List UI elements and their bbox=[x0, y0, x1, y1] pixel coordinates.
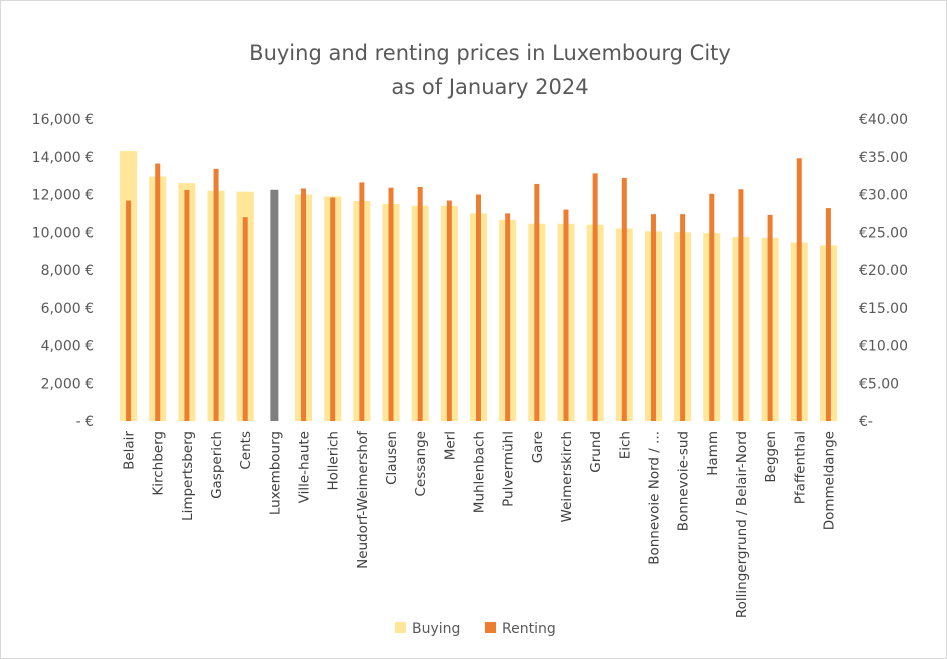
chart-title-line-2: as of January 2024 bbox=[391, 75, 588, 99]
category-label: Bonnevoie-sud bbox=[676, 431, 692, 531]
bar-renting bbox=[621, 177, 627, 421]
right-axis-tick-label: €35.00 bbox=[859, 150, 908, 166]
right-axis-tick-label: €30.00 bbox=[859, 188, 908, 204]
category-label: Kirchberg bbox=[151, 431, 167, 496]
right-axis-tick-label: €20.00 bbox=[859, 263, 908, 279]
category-label: Rollingergrund / Belair-Nord bbox=[734, 431, 750, 618]
bar-renting bbox=[155, 163, 161, 422]
category-label: Muhlenbach bbox=[472, 431, 488, 513]
right-axis-tick-label: €15.00 bbox=[859, 301, 908, 317]
category-label: Beggen bbox=[763, 431, 779, 483]
bar-renting bbox=[359, 182, 365, 421]
bar-renting bbox=[330, 197, 336, 421]
right-axis-tick-label: €25.00 bbox=[859, 225, 908, 241]
category-label: Cessange bbox=[413, 431, 429, 497]
bar-renting bbox=[476, 194, 481, 421]
chart-title-line-1: Buying and renting prices in Luxembourg … bbox=[249, 41, 731, 65]
bar-renting bbox=[301, 188, 307, 421]
right-axis-tick-label: €- bbox=[859, 414, 873, 430]
left-axis-tick-label: 12,000 € bbox=[32, 188, 94, 204]
left-axis-tick-label: 4,000 € bbox=[41, 339, 94, 355]
bar-renting bbox=[242, 217, 248, 421]
bar-renting bbox=[388, 187, 394, 421]
bar-buying bbox=[270, 189, 279, 421]
legend-swatch-renting bbox=[485, 622, 496, 633]
bar-renting bbox=[767, 214, 773, 421]
right-axis-tick-label: €40.00 bbox=[859, 112, 908, 128]
right-axis-ticks: €- €5.00 €10.00 €15.00 €20.00 €25.00 €30.00 €35… bbox=[859, 112, 908, 430]
category-label: Clausen bbox=[384, 431, 400, 485]
category-label: Neudorf-Weimershof bbox=[355, 430, 371, 569]
bar-renting bbox=[796, 158, 802, 421]
category-label: Hollerich bbox=[326, 431, 342, 491]
bar-renting bbox=[446, 200, 452, 421]
left-axis-tick-label: 8,000 € bbox=[41, 263, 94, 279]
category-labels: Belair Kirchberg Limpertsberg Gasperich Cent… bbox=[122, 430, 838, 618]
legend-swatch-buying bbox=[395, 622, 406, 633]
bar-renting bbox=[417, 186, 423, 421]
bar-renting bbox=[738, 189, 744, 421]
bar-series bbox=[120, 151, 837, 422]
category-label: Merl bbox=[442, 431, 458, 460]
category-label: Ville-haute bbox=[297, 431, 313, 503]
bar-renting bbox=[534, 183, 540, 421]
bar-renting bbox=[184, 189, 190, 421]
bar-renting bbox=[592, 173, 598, 421]
bar-renting bbox=[709, 193, 715, 421]
bar-renting bbox=[213, 168, 219, 421]
category-label: Weimerskirch bbox=[559, 431, 575, 522]
category-label: Grund bbox=[588, 431, 604, 473]
left-axis-ticks: - € 2,000 € 4,000 € 6,000 € 8,000 € 10,000 € 1… bbox=[32, 112, 94, 430]
category-label: Luxembourg bbox=[267, 431, 283, 515]
left-axis-tick-label: 10,000 € bbox=[32, 225, 94, 241]
category-label: Limpertsberg bbox=[180, 431, 196, 521]
category-label: Gasperich bbox=[209, 431, 225, 499]
category-label: Dommeldange bbox=[821, 431, 837, 530]
bar-renting bbox=[505, 213, 511, 421]
category-label: Belair bbox=[122, 431, 138, 470]
left-axis-tick-label: 16,000 € bbox=[32, 112, 94, 128]
left-axis-tick-label: 14,000 € bbox=[32, 150, 94, 166]
right-axis-tick-label: €10.00 bbox=[859, 339, 908, 355]
legend-label-buying: Buying bbox=[412, 621, 460, 637]
category-label: Gare bbox=[530, 431, 546, 463]
category-label: Pfaffenthal bbox=[792, 431, 808, 504]
category-label: Hamm bbox=[705, 431, 721, 476]
category-label: Eich bbox=[617, 431, 633, 459]
left-axis-tick-label: 6,000 € bbox=[41, 301, 94, 317]
bar-renting bbox=[126, 200, 132, 421]
bar-renting bbox=[825, 208, 831, 421]
legend-label-renting: Renting bbox=[502, 621, 556, 637]
bar-renting bbox=[680, 214, 686, 421]
left-axis-tick-label: 2,000 € bbox=[41, 376, 94, 392]
left-axis-tick-label: - € bbox=[76, 414, 94, 430]
category-label: Bonnevoie Nord / ... bbox=[646, 431, 662, 565]
right-axis-tick-label: €5.00 bbox=[859, 376, 899, 392]
category-label: Pulvermühl bbox=[501, 431, 517, 507]
category-label: Cents bbox=[238, 431, 254, 470]
legend: Buying Renting bbox=[395, 621, 556, 637]
bar-renting bbox=[650, 214, 656, 421]
bar-renting bbox=[563, 209, 569, 421]
